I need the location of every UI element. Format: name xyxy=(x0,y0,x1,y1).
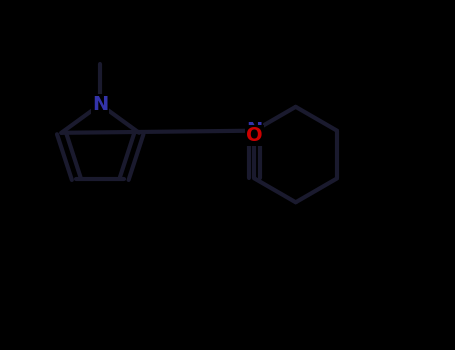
Text: N: N xyxy=(92,95,108,114)
Text: O: O xyxy=(246,126,263,145)
Text: N: N xyxy=(246,121,263,140)
